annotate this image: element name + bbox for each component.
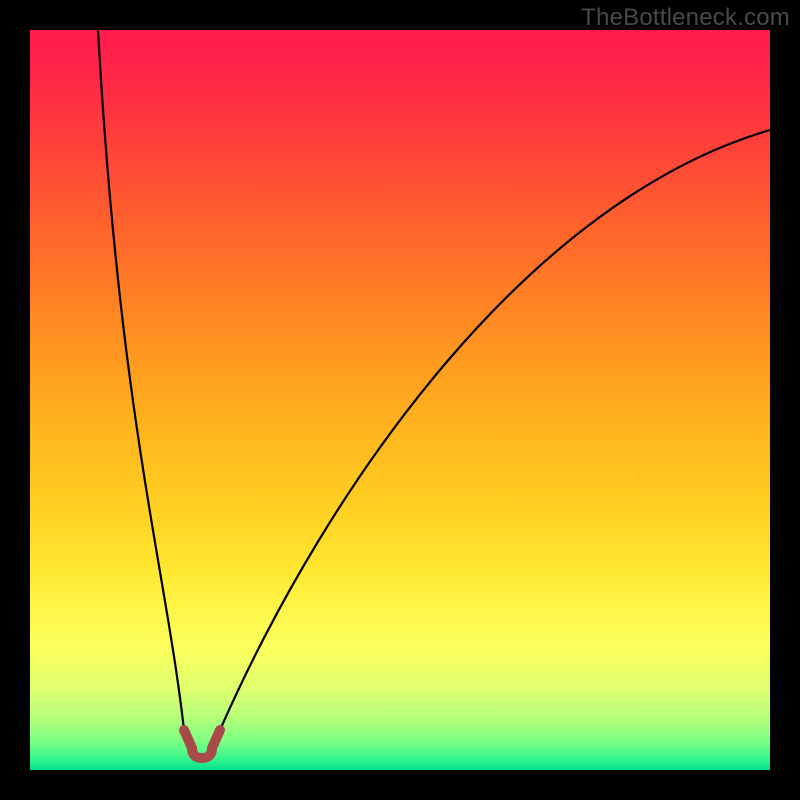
curve-layer: [30, 30, 770, 770]
watermark-text: TheBottleneck.com: [581, 4, 790, 32]
notch-outline: [184, 730, 220, 758]
chart-frame: TheBottleneck.com: [0, 0, 800, 800]
plot-area: [30, 30, 770, 770]
curve-right-branch: [220, 130, 770, 730]
curve-left-branch: [98, 30, 184, 730]
